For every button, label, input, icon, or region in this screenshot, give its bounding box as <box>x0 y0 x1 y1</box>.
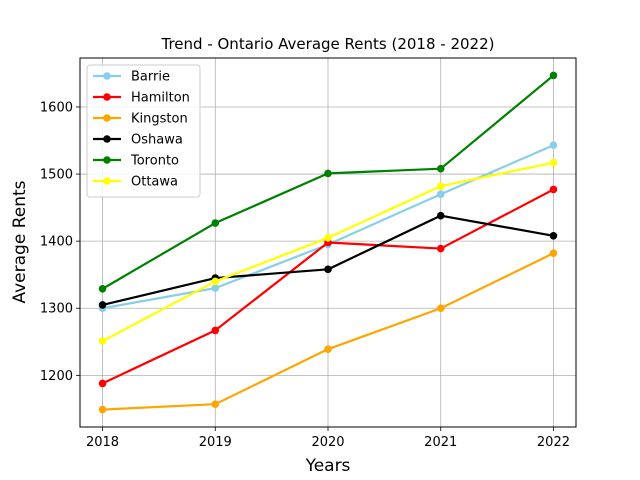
x-tick-label: 2018 <box>86 435 119 450</box>
legend-label: Toronto <box>130 154 179 169</box>
series-layer <box>98 71 558 414</box>
legend-label: Hamilton <box>131 91 190 106</box>
y-tick-label: 1400 <box>40 235 73 250</box>
legend-swatch-marker <box>103 156 111 164</box>
legend-label: Oshawa <box>131 133 183 148</box>
legend-label: Barrie <box>131 70 170 85</box>
data-point-kingston <box>98 405 107 414</box>
series-hamilton <box>98 185 558 388</box>
x-axis: 2018 2019 2020 2021 2022 <box>86 427 570 450</box>
data-point-oshawa <box>549 231 558 240</box>
data-point-ottawa <box>98 337 107 345</box>
legend-swatch-marker <box>103 114 111 122</box>
x-tick-label: 2021 <box>424 435 457 450</box>
legend-item-hamilton: Hamilton <box>93 91 190 106</box>
legend-item-toronto: Toronto <box>93 154 179 169</box>
data-point-barrie <box>436 190 445 198</box>
legend-label: Kingston <box>131 112 188 127</box>
data-point-hamilton <box>436 244 445 253</box>
y-tick-label: 1600 <box>40 100 73 115</box>
y-tick-label: 1300 <box>40 302 73 317</box>
data-point-toronto <box>98 284 107 293</box>
x-tick-label: 2019 <box>199 435 232 450</box>
legend-swatch-marker <box>103 177 111 185</box>
data-point-barrie <box>211 284 220 292</box>
legend-swatch-marker <box>103 135 111 143</box>
data-point-oshawa <box>436 211 445 220</box>
data-point-ottawa <box>324 234 332 242</box>
data-point-kingston <box>324 345 332 353</box>
series-ottawa <box>98 158 558 345</box>
y-tick-label: 1200 <box>40 369 73 384</box>
legend-item-ottawa: Ottawa <box>93 175 178 190</box>
series-kingston <box>98 249 558 414</box>
data-point-toronto <box>549 71 558 80</box>
data-point-hamilton <box>549 185 558 194</box>
legend-swatch-marker <box>103 72 111 80</box>
legend: Barrie Hamilton Kingston Oshawa Toronto Ottaw… <box>86 64 201 198</box>
legend-label: Ottawa <box>131 175 178 190</box>
data-point-ottawa <box>211 277 220 286</box>
x-tick-label: 2022 <box>537 435 570 450</box>
series-toronto <box>98 71 558 293</box>
legend-item-kingston: Kingston <box>93 112 188 127</box>
x-axis-label: Years <box>305 456 351 476</box>
chart-title: Trend - Ontario Average Rents (2018 - 20… <box>161 35 495 53</box>
data-point-ottawa <box>436 182 445 190</box>
data-point-hamilton <box>98 379 107 388</box>
data-point-kingston <box>211 400 220 408</box>
legend-item-barrie: Barrie <box>93 70 170 85</box>
data-point-kingston <box>436 304 445 313</box>
data-point-barrie <box>549 141 558 150</box>
legend-item-oshawa: Oshawa <box>93 133 183 148</box>
data-point-toronto <box>436 164 445 173</box>
y-tick-label: 1500 <box>40 168 73 183</box>
data-point-oshawa <box>324 265 332 274</box>
data-point-kingston <box>549 249 558 258</box>
data-point-hamilton <box>211 326 220 335</box>
data-point-toronto <box>324 169 332 178</box>
y-axis: 1200 1300 1400 1500 1600 <box>40 100 80 384</box>
y-axis-label: Average Rents <box>10 180 30 303</box>
data-point-toronto <box>211 219 220 227</box>
data-point-oshawa <box>98 301 107 309</box>
data-point-ottawa <box>549 158 558 167</box>
legend-swatch-marker <box>103 93 111 101</box>
x-tick-label: 2020 <box>311 435 344 450</box>
